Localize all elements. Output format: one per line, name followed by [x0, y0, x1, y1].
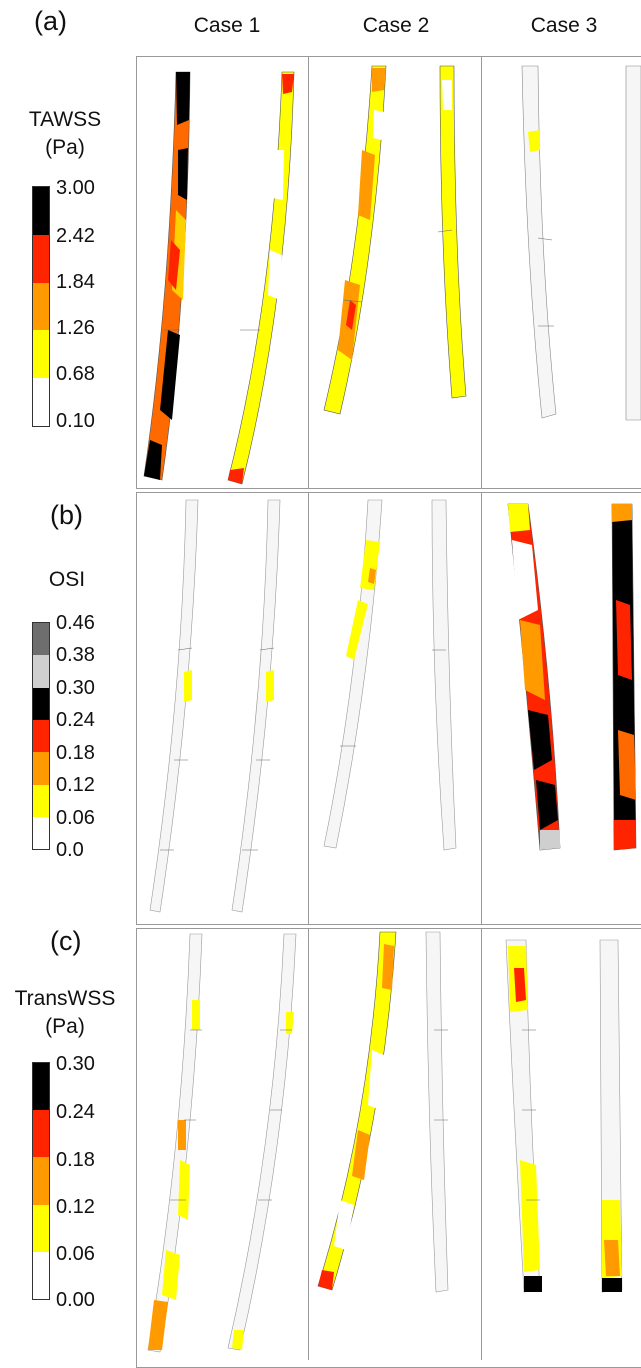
tick-label: 0.06 — [56, 807, 95, 829]
tick-label: 0.12 — [56, 774, 95, 796]
case-2-header: Case 2 — [362, 14, 430, 37]
tick-label: 0.18 — [56, 742, 95, 764]
tick-label: 0.10 — [56, 410, 95, 432]
tick-label: 0.30 — [56, 677, 95, 699]
tick-label: 0.68 — [56, 363, 95, 385]
tick-label: 0.38 — [56, 644, 95, 666]
tick-label: 1.84 — [56, 271, 95, 293]
metric-title-transwss: TransWSS (Pa) — [0, 985, 130, 1041]
metric-title-tawss: TAWSS (Pa) — [0, 106, 130, 162]
tick-label: 1.26 — [56, 317, 95, 339]
tick-label: 0.46 — [56, 612, 95, 634]
tick-label: 0.18 — [56, 1149, 95, 1171]
panel-divider — [481, 56, 482, 489]
panel-divider — [481, 492, 482, 925]
case-3-header: Case 3 — [530, 14, 598, 37]
panel-divider — [308, 56, 309, 489]
metric-title-line: TAWSS — [28, 108, 102, 131]
tick-label: 0.06 — [56, 1243, 95, 1265]
tick-label: 0.24 — [56, 709, 95, 731]
metric-title-osi: OSI — [2, 566, 132, 594]
panel-a-frame — [136, 56, 641, 489]
panel-divider — [308, 928, 309, 1360]
tick-label: 0.00 — [56, 1289, 95, 1311]
colorbar-osi — [32, 622, 50, 850]
panel-b-frame — [136, 492, 641, 925]
tick-label: 3.00 — [56, 177, 95, 199]
metric-title-line: OSI — [48, 568, 86, 591]
tick-label: 2.42 — [56, 225, 95, 247]
tick-label: 0.24 — [56, 1101, 95, 1123]
metric-title-line: TransWSS — [14, 987, 116, 1010]
colorbar-transwss — [32, 1062, 50, 1300]
panel-b-label: (b) — [50, 500, 83, 530]
panel-divider — [308, 492, 309, 925]
tick-label: 0.30 — [56, 1053, 95, 1075]
panel-divider — [481, 928, 482, 1360]
tick-label: 0.0 — [56, 839, 84, 861]
panel-a-label: (a) — [34, 6, 67, 36]
case-1-header: Case 1 — [193, 14, 261, 37]
tick-label: 0.12 — [56, 1196, 95, 1218]
metric-unit-line: (Pa) — [45, 1015, 85, 1038]
colorbar-tawss — [32, 186, 50, 427]
metric-unit-line: (Pa) — [45, 136, 85, 159]
panel-c-label: (c) — [50, 926, 82, 956]
